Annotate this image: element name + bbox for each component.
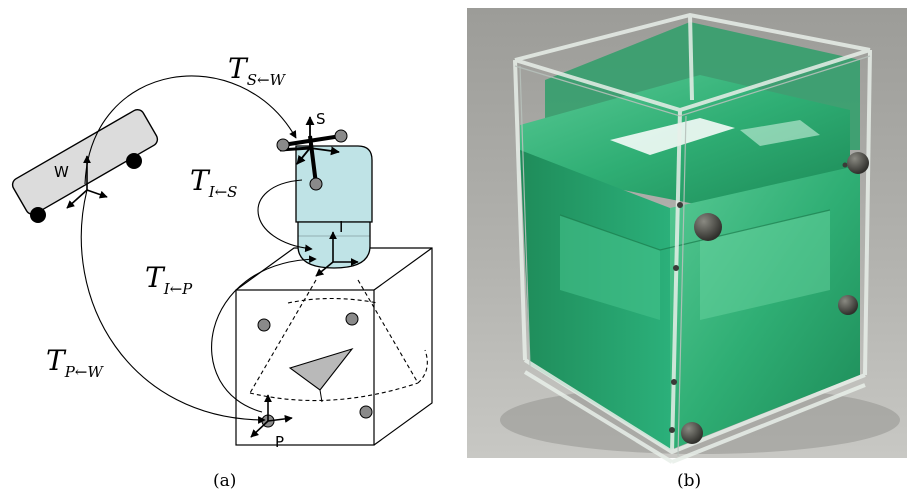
- arrow-i-from-p: [211, 255, 317, 413]
- caption-a: (a): [213, 471, 236, 491]
- target-triangle: [288, 347, 354, 391]
- ultrasound-probe: [295, 145, 373, 269]
- label-t-p-w: TP←W: [46, 344, 104, 381]
- probe-handle: [295, 145, 373, 223]
- sensor-marker-3: [309, 177, 323, 191]
- fiducial-ball-1: [694, 213, 722, 241]
- label-t-s-w: TS←W: [228, 52, 287, 89]
- fiducial-ball-4: [681, 422, 703, 444]
- target-stem: [319, 389, 323, 403]
- probe-head: [297, 221, 371, 269]
- frame-s-axes: [296, 116, 340, 165]
- phantom-marker-2: [345, 312, 359, 326]
- fiducial-markers: [681, 152, 869, 444]
- ultrasound-field: [249, 279, 428, 402]
- sensor-markers: [276, 129, 348, 191]
- transform-arrows: [80, 75, 317, 424]
- tracker-lens-left: [30, 207, 46, 223]
- frame-w-axes: [66, 155, 108, 209]
- sensor-marker-1: [276, 138, 290, 152]
- tracking-camera-bar: [11, 109, 159, 223]
- arrow-s-from-w: [84, 75, 297, 185]
- frame-label-w: W: [54, 163, 69, 181]
- label-t-i-p: TI←P: [145, 261, 193, 298]
- arrow-p-from-w: [80, 189, 266, 424]
- fiducial-ball-2: [847, 152, 869, 174]
- acrylic-frame: [513, 12, 872, 464]
- arrow-i-from-s: [257, 179, 313, 253]
- label-t-i-s: TI←S: [190, 164, 237, 201]
- sensor-marker-2: [334, 129, 348, 143]
- frame-label-s: S: [316, 110, 326, 128]
- frame-i-axes: [315, 231, 359, 277]
- caption-b: (b): [677, 471, 701, 491]
- panel-a-diagram: W P: [11, 52, 433, 491]
- phantom-marker-3: [359, 405, 373, 419]
- panel-b-photo: (b): [467, 8, 907, 491]
- frame-label-p: P: [275, 433, 284, 451]
- frame-label-i: I: [339, 218, 343, 236]
- phantom-marker-1: [257, 318, 271, 332]
- frame-screws: [669, 162, 848, 433]
- tracker-lens-right: [126, 153, 142, 169]
- fiducial-ball-3: [838, 295, 858, 315]
